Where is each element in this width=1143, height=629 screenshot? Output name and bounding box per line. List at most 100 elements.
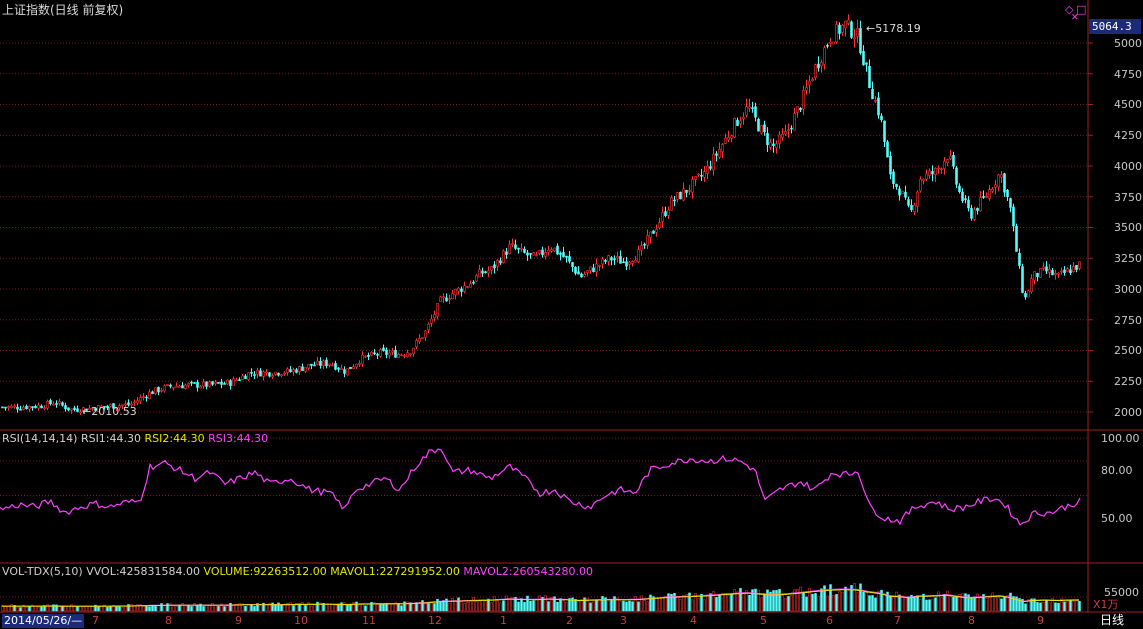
volume-bar bbox=[784, 597, 787, 612]
candle-body bbox=[655, 229, 658, 233]
candle bbox=[457, 287, 460, 295]
candle-body bbox=[778, 134, 781, 144]
candle-body bbox=[871, 88, 874, 100]
candle-body bbox=[700, 174, 703, 177]
volume-bar bbox=[874, 597, 877, 612]
candle-body bbox=[532, 252, 535, 256]
volume-bar bbox=[289, 602, 292, 612]
volume-bar bbox=[751, 589, 754, 612]
candle bbox=[967, 196, 970, 212]
candle-body bbox=[1, 406, 4, 409]
candle-body bbox=[919, 178, 922, 192]
candle-body bbox=[193, 382, 196, 384]
candle-body bbox=[937, 167, 940, 170]
candle-body bbox=[754, 106, 757, 118]
candle-body bbox=[466, 286, 469, 288]
candle bbox=[703, 165, 706, 182]
candle bbox=[766, 127, 769, 153]
volume-bar bbox=[232, 605, 235, 612]
candle bbox=[109, 403, 112, 408]
candle bbox=[784, 124, 787, 136]
candle-body bbox=[64, 405, 67, 410]
volume-bar bbox=[1048, 602, 1051, 612]
candle bbox=[223, 381, 226, 385]
price-tick: 3250 bbox=[1114, 252, 1142, 265]
candle-body bbox=[256, 369, 259, 375]
candle bbox=[937, 165, 940, 174]
candle-body bbox=[742, 116, 745, 119]
volume-bar bbox=[754, 588, 757, 612]
volume-bar bbox=[1066, 600, 1069, 612]
candle-body bbox=[7, 406, 10, 408]
volume-bar bbox=[838, 590, 841, 612]
candle bbox=[826, 43, 829, 49]
candle-body bbox=[580, 273, 583, 278]
candle bbox=[376, 352, 379, 359]
volume-bar bbox=[853, 583, 856, 612]
candle bbox=[178, 384, 181, 388]
volume-bar bbox=[4, 606, 7, 612]
candle bbox=[559, 251, 562, 261]
candle bbox=[277, 372, 280, 377]
mavol2-value: 260543280.00 bbox=[512, 565, 594, 578]
candle bbox=[928, 168, 931, 179]
candle bbox=[589, 266, 592, 274]
candle-body bbox=[964, 198, 967, 200]
candle bbox=[667, 206, 670, 219]
volume-bar bbox=[1036, 602, 1039, 612]
candle-body bbox=[766, 133, 769, 146]
candle bbox=[799, 107, 802, 113]
candle bbox=[157, 386, 160, 395]
candle-body bbox=[841, 25, 844, 33]
candle bbox=[70, 408, 73, 414]
volume-bar bbox=[463, 603, 466, 612]
candle bbox=[709, 160, 712, 171]
candle-body bbox=[931, 171, 934, 175]
candle-body bbox=[709, 166, 712, 169]
rsi1-value: 44.30 bbox=[109, 432, 142, 445]
x-month-label: 3 bbox=[620, 614, 627, 627]
box-icon[interactable]: □ bbox=[1076, 3, 1087, 16]
collapse-icon[interactable]: ✕ bbox=[1071, 13, 1079, 23]
volume-bar bbox=[790, 595, 793, 612]
volume-bar bbox=[40, 606, 43, 612]
candle-body bbox=[505, 251, 508, 255]
price-tick: 5000 bbox=[1114, 37, 1142, 50]
volume-bar bbox=[1045, 599, 1048, 612]
candle-body bbox=[181, 385, 184, 389]
candle bbox=[679, 191, 682, 200]
candle-body bbox=[514, 244, 517, 249]
candlestick-series bbox=[1, 14, 1081, 415]
volume-bar bbox=[151, 604, 154, 612]
price-tick: 3000 bbox=[1114, 283, 1142, 296]
candle-body bbox=[265, 371, 268, 374]
volume-bar bbox=[553, 596, 556, 612]
candle bbox=[1024, 290, 1027, 300]
candle bbox=[328, 363, 331, 368]
volume-bar bbox=[877, 590, 880, 612]
candle-body bbox=[961, 191, 964, 201]
candle bbox=[706, 160, 709, 180]
candle-body bbox=[904, 191, 907, 198]
diamond-icon[interactable]: ◇ bbox=[1065, 3, 1074, 16]
period-selector[interactable]: 日线 bbox=[1100, 613, 1125, 627]
candle bbox=[175, 382, 178, 388]
candle bbox=[247, 372, 250, 382]
candle bbox=[370, 351, 373, 357]
candle bbox=[91, 407, 94, 412]
candle-body bbox=[907, 199, 910, 206]
candle bbox=[166, 384, 169, 387]
candle-body bbox=[130, 403, 133, 406]
volume-bar bbox=[493, 596, 496, 612]
volume-bar bbox=[724, 593, 727, 612]
candle bbox=[106, 404, 109, 411]
peak-label: ←5178.19 bbox=[866, 22, 921, 36]
candle bbox=[778, 131, 781, 149]
candle-body bbox=[58, 401, 61, 404]
candle bbox=[805, 79, 808, 95]
candle-body bbox=[232, 378, 235, 386]
candle-body bbox=[364, 355, 367, 358]
volume-bar bbox=[181, 603, 184, 612]
volume-bar bbox=[193, 603, 196, 612]
